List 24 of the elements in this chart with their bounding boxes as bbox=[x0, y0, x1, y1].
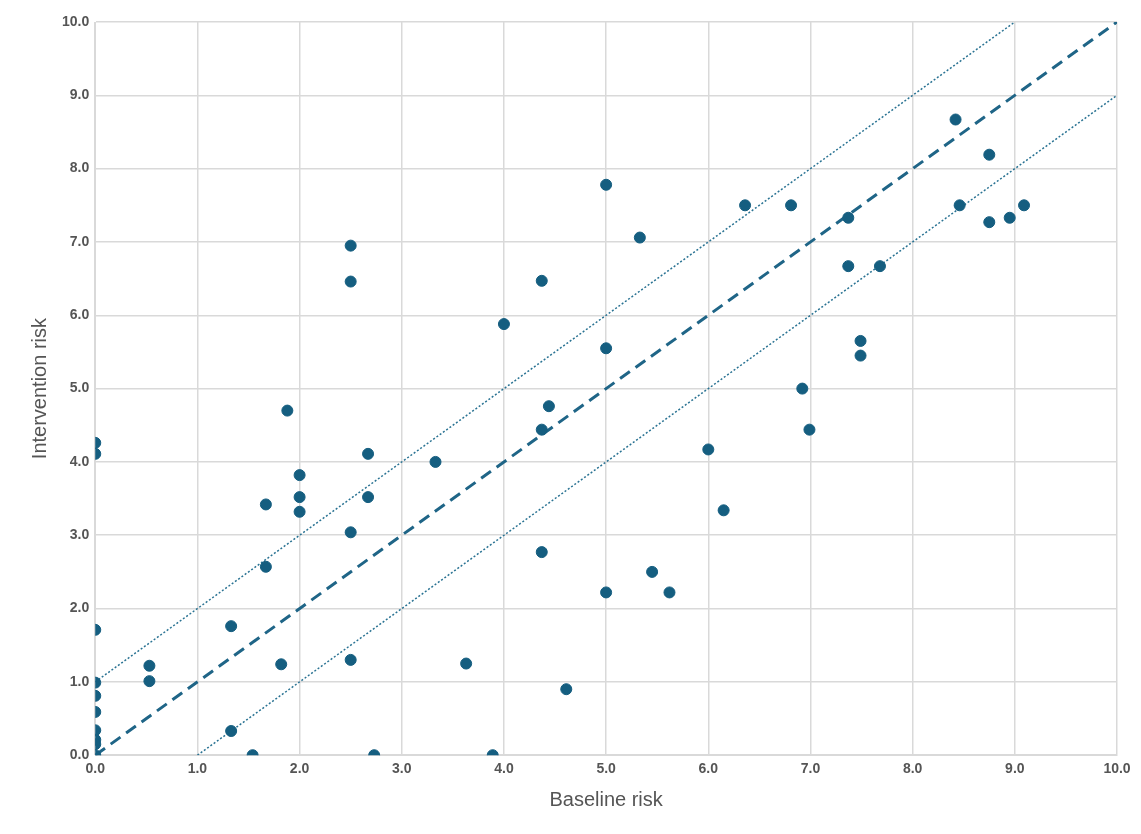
x-tick-label: 3.0 bbox=[392, 760, 412, 777]
y-tick-label: 6.0 bbox=[69, 306, 90, 323]
x-tick-label: 6.0 bbox=[698, 760, 719, 777]
y-tick-label: 0.0 bbox=[69, 746, 90, 763]
y-axis-title: Intervention risk bbox=[27, 317, 50, 460]
x-tick-label: 2.0 bbox=[289, 760, 310, 777]
x-tick-label: 0.0 bbox=[85, 760, 106, 777]
y-tick-label: 7.0 bbox=[69, 232, 90, 249]
y-tick-label: 1.0 bbox=[69, 672, 90, 689]
y-tick-label: 2.0 bbox=[69, 599, 90, 616]
y-tick-label: 8.0 bbox=[69, 159, 90, 176]
x-tick-label: 1.0 bbox=[187, 760, 208, 777]
y-tick-label: 4.0 bbox=[69, 452, 90, 469]
x-tick-label: 5.0 bbox=[596, 760, 617, 777]
x-tick-label: 8.0 bbox=[902, 760, 923, 777]
y-tick-label: 3.0 bbox=[69, 526, 90, 543]
x-axis-title: Baseline risk bbox=[549, 787, 664, 810]
x-tick-label: 7.0 bbox=[800, 760, 821, 777]
x-tick-label: 10.0 bbox=[1103, 760, 1131, 777]
y-tick-label: 9.0 bbox=[69, 86, 90, 103]
y-tick-label: 5.0 bbox=[69, 379, 90, 396]
x-tick-label: 9.0 bbox=[1005, 760, 1025, 777]
x-tick-label: 4.0 bbox=[494, 760, 514, 777]
y-tick-label: 10.0 bbox=[62, 12, 90, 29]
